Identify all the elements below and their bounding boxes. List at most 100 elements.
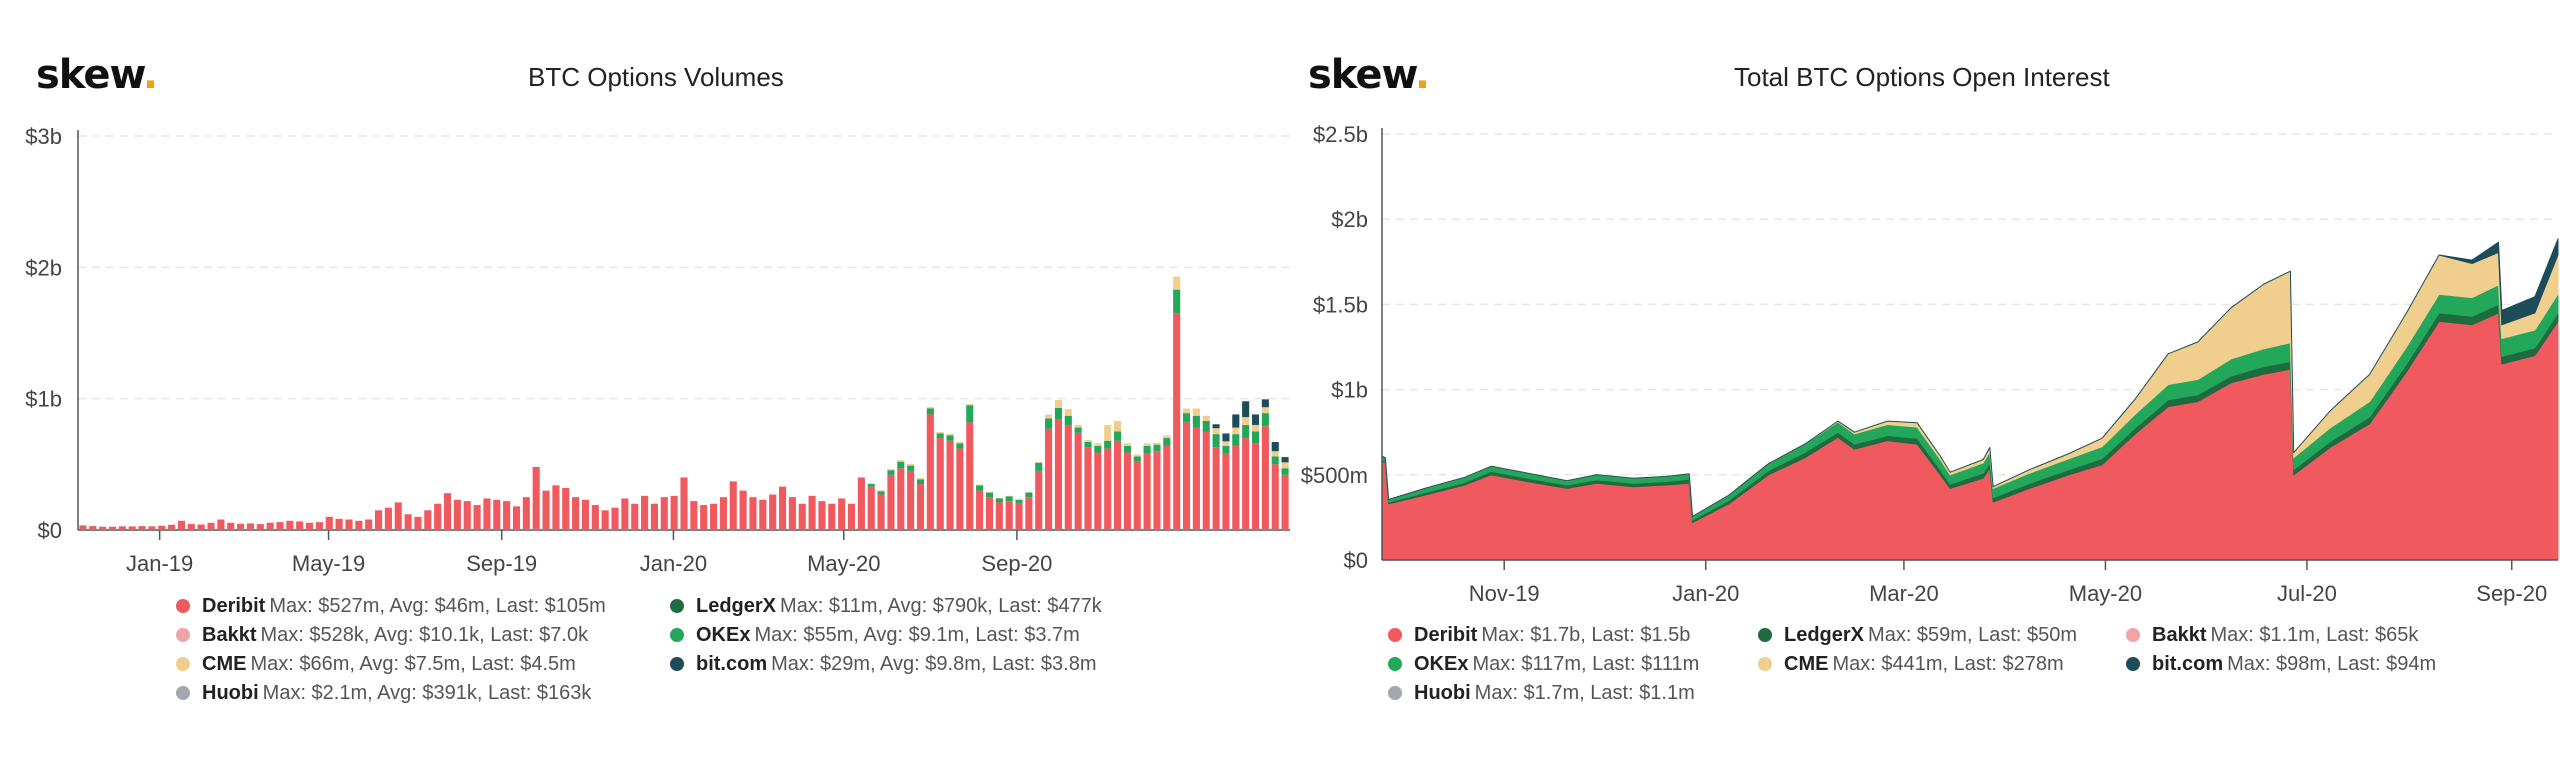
legend-item-bakkt[interactable]: Bakkt Max: $528k, Avg: $10.1k, Last: $7.0… bbox=[176, 621, 588, 650]
legend-item-bitcom[interactable]: bit.com Max: $98m, Last: $94m bbox=[2126, 650, 2436, 679]
bar-deribit bbox=[227, 522, 235, 530]
legend-name: OKEx bbox=[1414, 653, 1469, 675]
y-tick-label: $500m bbox=[1301, 463, 1368, 488]
bar-deribit bbox=[1104, 448, 1112, 530]
legend-name: LedgerX bbox=[696, 595, 777, 617]
legend-item-ledgerx[interactable]: LedgerX Max: $59m, Last: $50m bbox=[1758, 621, 2077, 650]
bar-deribit bbox=[532, 466, 540, 530]
bar-okex bbox=[907, 465, 915, 471]
bar-okex bbox=[1084, 442, 1092, 448]
bar-cme bbox=[887, 468, 895, 471]
bar-deribit bbox=[463, 501, 471, 530]
legend-name: Huobi bbox=[202, 682, 259, 704]
bar-deribit bbox=[414, 516, 422, 530]
bar-okex bbox=[1015, 499, 1023, 504]
bar-deribit bbox=[394, 502, 402, 530]
legend-item-huobi[interactable]: Huobi Max: $1.7m, Last: $1.1m bbox=[1388, 679, 1695, 708]
bar-deribit bbox=[739, 490, 747, 530]
bar-okex bbox=[1212, 434, 1220, 448]
bar-deribit bbox=[877, 494, 885, 530]
bar-cme bbox=[907, 463, 915, 466]
legend-stats: Max: $2.1m, Avg: $391k, Last: $163k bbox=[262, 682, 592, 704]
bar-cme bbox=[877, 490, 885, 492]
bar-okex bbox=[1153, 444, 1161, 452]
bar-deribit bbox=[581, 499, 590, 530]
legend-name: Deribit bbox=[1414, 624, 1478, 646]
bar-deribit bbox=[710, 503, 718, 530]
legend-item-deribit[interactable]: Deribit Max: $527m, Avg: $46m, Last: $105… bbox=[176, 592, 606, 621]
legend-item-cme[interactable]: CME Max: $441m, Last: $278m bbox=[1758, 650, 2064, 679]
legend-name: CME bbox=[202, 653, 247, 675]
bar-deribit bbox=[108, 526, 117, 530]
bar-deribit bbox=[1035, 470, 1043, 530]
bar-deribit bbox=[1202, 431, 1210, 530]
bar-cme bbox=[1123, 443, 1131, 446]
bar-okex bbox=[1222, 445, 1230, 454]
y-tick-label: $1b bbox=[25, 387, 62, 412]
bar-deribit bbox=[808, 495, 816, 530]
bar-okex bbox=[1281, 468, 1289, 475]
bar-okex bbox=[1123, 445, 1131, 453]
bar-deribit bbox=[79, 525, 87, 530]
legend-item-bakkt[interactable]: Bakkt Max: $1.1m, Last: $65k bbox=[2126, 621, 2418, 650]
x-tick-label: Jan-20 bbox=[1672, 581, 1739, 606]
x-tick-label: Mar-20 bbox=[1869, 581, 1939, 606]
x-tick-label: Jan-20 bbox=[640, 551, 707, 576]
bar-deribit bbox=[99, 526, 107, 530]
bar-deribit bbox=[256, 524, 264, 530]
x-tick-label: Nov-19 bbox=[1469, 581, 1540, 606]
bar-deribit bbox=[374, 510, 383, 530]
bar-deribit bbox=[1271, 464, 1279, 530]
bar-cme bbox=[956, 442, 964, 444]
legend-dot-cme bbox=[176, 657, 190, 671]
bar-deribit bbox=[315, 522, 323, 530]
bar-deribit bbox=[345, 519, 353, 530]
legend-item-okex[interactable]: OKEx Max: $117m, Last: $111m bbox=[1388, 650, 1699, 679]
bar-okex bbox=[1202, 420, 1210, 432]
bar-deribit bbox=[995, 502, 1003, 530]
legend-item-deribit[interactable]: Deribit Max: $1.7b, Last: $1.5b bbox=[1388, 621, 1690, 650]
bar-deribit bbox=[355, 520, 363, 530]
bar-deribit bbox=[1143, 453, 1151, 530]
bar-deribit bbox=[867, 486, 875, 530]
chart-title: BTC Options Volumes bbox=[528, 62, 784, 92]
legend-item-cme[interactable]: CME Max: $66m, Avg: $7.5m, Last: $4.5m bbox=[176, 650, 576, 679]
bar-okex bbox=[1163, 438, 1171, 446]
legend-dot-huobi bbox=[1388, 686, 1402, 700]
legend-item-huobi[interactable]: Huobi Max: $2.1m, Avg: $391k, Last: $163k bbox=[176, 679, 591, 708]
bar-okex bbox=[976, 485, 984, 491]
legend-stats: Max: $98m, Last: $94m bbox=[2227, 653, 2437, 675]
bar-cme bbox=[1084, 440, 1092, 443]
bar-cme bbox=[1025, 491, 1033, 493]
bar-deribit bbox=[946, 440, 954, 530]
legend-name: Bakkt bbox=[202, 624, 257, 646]
bar-deribit bbox=[798, 503, 806, 530]
legend-item-bitcom[interactable]: bit.com Max: $29m, Avg: $9.8m, Last: $3.8… bbox=[670, 650, 1096, 679]
bar-okex bbox=[1094, 445, 1102, 453]
legend-item-ledgerx[interactable]: LedgerX Max: $11m, Avg: $790k, Last: $477… bbox=[670, 592, 1102, 621]
bar-cme bbox=[995, 497, 1003, 499]
bar-deribit bbox=[266, 522, 274, 530]
bar-deribit bbox=[197, 524, 205, 530]
x-tick-label: Sep-19 bbox=[466, 551, 537, 576]
bar-deribit bbox=[217, 519, 225, 530]
legend-item-okex[interactable]: OKEx Max: $55m, Avg: $9.1m, Last: $3.7m bbox=[670, 621, 1080, 650]
bar-deribit bbox=[621, 498, 629, 530]
bar-deribit bbox=[276, 522, 284, 530]
bar-cme bbox=[1133, 454, 1141, 457]
bar-deribit bbox=[680, 477, 688, 530]
bar-deribit bbox=[1261, 426, 1269, 530]
bar-deribit bbox=[1015, 503, 1023, 530]
legend-stats: Max: $1.1m, Last: $65k bbox=[2210, 624, 2419, 646]
bar-deribit bbox=[729, 481, 737, 530]
bar-cme bbox=[1173, 276, 1181, 290]
bar-deribit bbox=[818, 501, 826, 530]
x-tick-label: Jul-20 bbox=[2277, 581, 2337, 606]
bar-deribit bbox=[1005, 501, 1013, 530]
bar-okex bbox=[1035, 463, 1043, 471]
bar-deribit bbox=[611, 507, 619, 530]
bar-deribit bbox=[601, 510, 609, 530]
bar-cme bbox=[936, 432, 944, 434]
bar-deribit bbox=[443, 493, 452, 530]
bar-okex bbox=[1232, 434, 1240, 446]
